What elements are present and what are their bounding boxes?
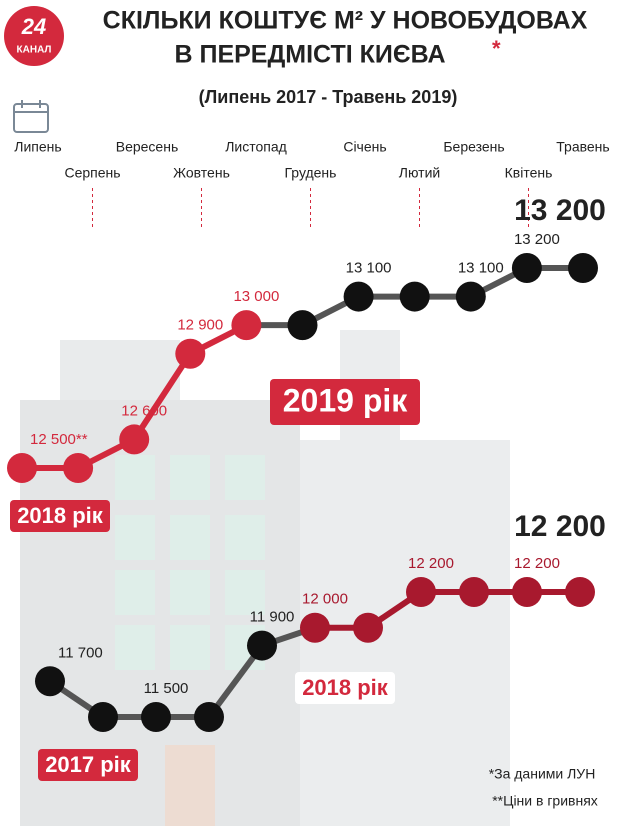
month-label: Лютий <box>399 165 440 181</box>
value-label: 13 000 <box>233 288 279 305</box>
line-segment <box>131 352 193 442</box>
year-box <box>295 672 395 704</box>
data-point <box>63 453 94 483</box>
data-point <box>565 577 595 607</box>
month-label: Січень <box>343 139 386 155</box>
title-line: В ПЕРЕДМІСТІ КИЄВА <box>174 41 445 69</box>
data-point <box>231 310 262 341</box>
value-label: 12 500** <box>30 431 88 448</box>
month-label: Серпень <box>64 165 120 181</box>
data-point <box>247 630 277 661</box>
value-label: 11 900 <box>250 609 295 626</box>
value-label: 13 100 <box>458 260 504 277</box>
data-point <box>119 424 150 455</box>
value-label: 12 900 <box>177 317 223 334</box>
data-point <box>7 453 37 483</box>
data-point <box>175 338 206 369</box>
month-label: Липень <box>14 139 61 155</box>
month-label: Квітень <box>505 165 553 181</box>
data-point <box>287 310 318 341</box>
month-label: Травень <box>556 139 609 155</box>
logo-number: 24 <box>21 14 46 39</box>
title-line: СКІЛЬКИ КОШТУЄ М² У НОВОБУДОВАХ <box>103 7 588 35</box>
year-box <box>270 379 420 425</box>
value-label: 12 200 <box>408 555 454 572</box>
logo: 24 КАНАЛ <box>4 6 64 66</box>
total-label: 12 200 <box>514 510 606 543</box>
data-point <box>406 577 436 607</box>
data-point <box>511 253 542 283</box>
data-point <box>455 281 486 312</box>
year-label: 2017 рік <box>45 752 132 777</box>
value-label: 12 000 <box>302 591 348 608</box>
value-label: 13 100 <box>346 260 392 277</box>
logo-name: КАНАЛ <box>17 45 52 56</box>
value-label: 12 600 <box>121 402 167 419</box>
year-box <box>10 500 110 532</box>
data-point <box>399 281 430 312</box>
data-point <box>88 702 118 732</box>
month-label: Березень <box>443 139 504 155</box>
data-point <box>141 702 171 732</box>
month-label: Вересень <box>116 139 179 155</box>
year-label: 2018 рік <box>302 675 389 700</box>
value-label: 13 200 <box>514 231 560 248</box>
data-point <box>459 577 489 607</box>
windows <box>115 455 265 670</box>
value-label: 11 500 <box>144 680 189 697</box>
data-point <box>343 281 374 312</box>
title-mark: * <box>492 36 501 61</box>
value-label: 11 700 <box>58 644 103 661</box>
data-point <box>194 702 224 732</box>
footnote: **Ціни в гривнях <box>492 793 598 809</box>
month-label: Жовтень <box>173 165 230 181</box>
year-label: 2018 рік <box>17 503 104 528</box>
month-label: Грудень <box>285 165 337 181</box>
data-point <box>35 666 65 697</box>
calendar-icon <box>13 100 49 133</box>
month-label: Листопад <box>225 139 287 155</box>
footnote: *За даними ЛУН <box>489 766 596 782</box>
data-point <box>512 577 542 607</box>
total-label: 13 200 <box>514 194 606 227</box>
data-point <box>353 612 383 643</box>
data-point <box>568 253 598 283</box>
year-box <box>38 749 138 781</box>
subtitle: (Липень 2017 - Травень 2019) <box>199 87 458 107</box>
data-point <box>300 612 330 643</box>
year-label: 2019 рік <box>283 382 409 418</box>
value-label: 12 200 <box>514 555 560 572</box>
logo-circle <box>4 6 64 66</box>
